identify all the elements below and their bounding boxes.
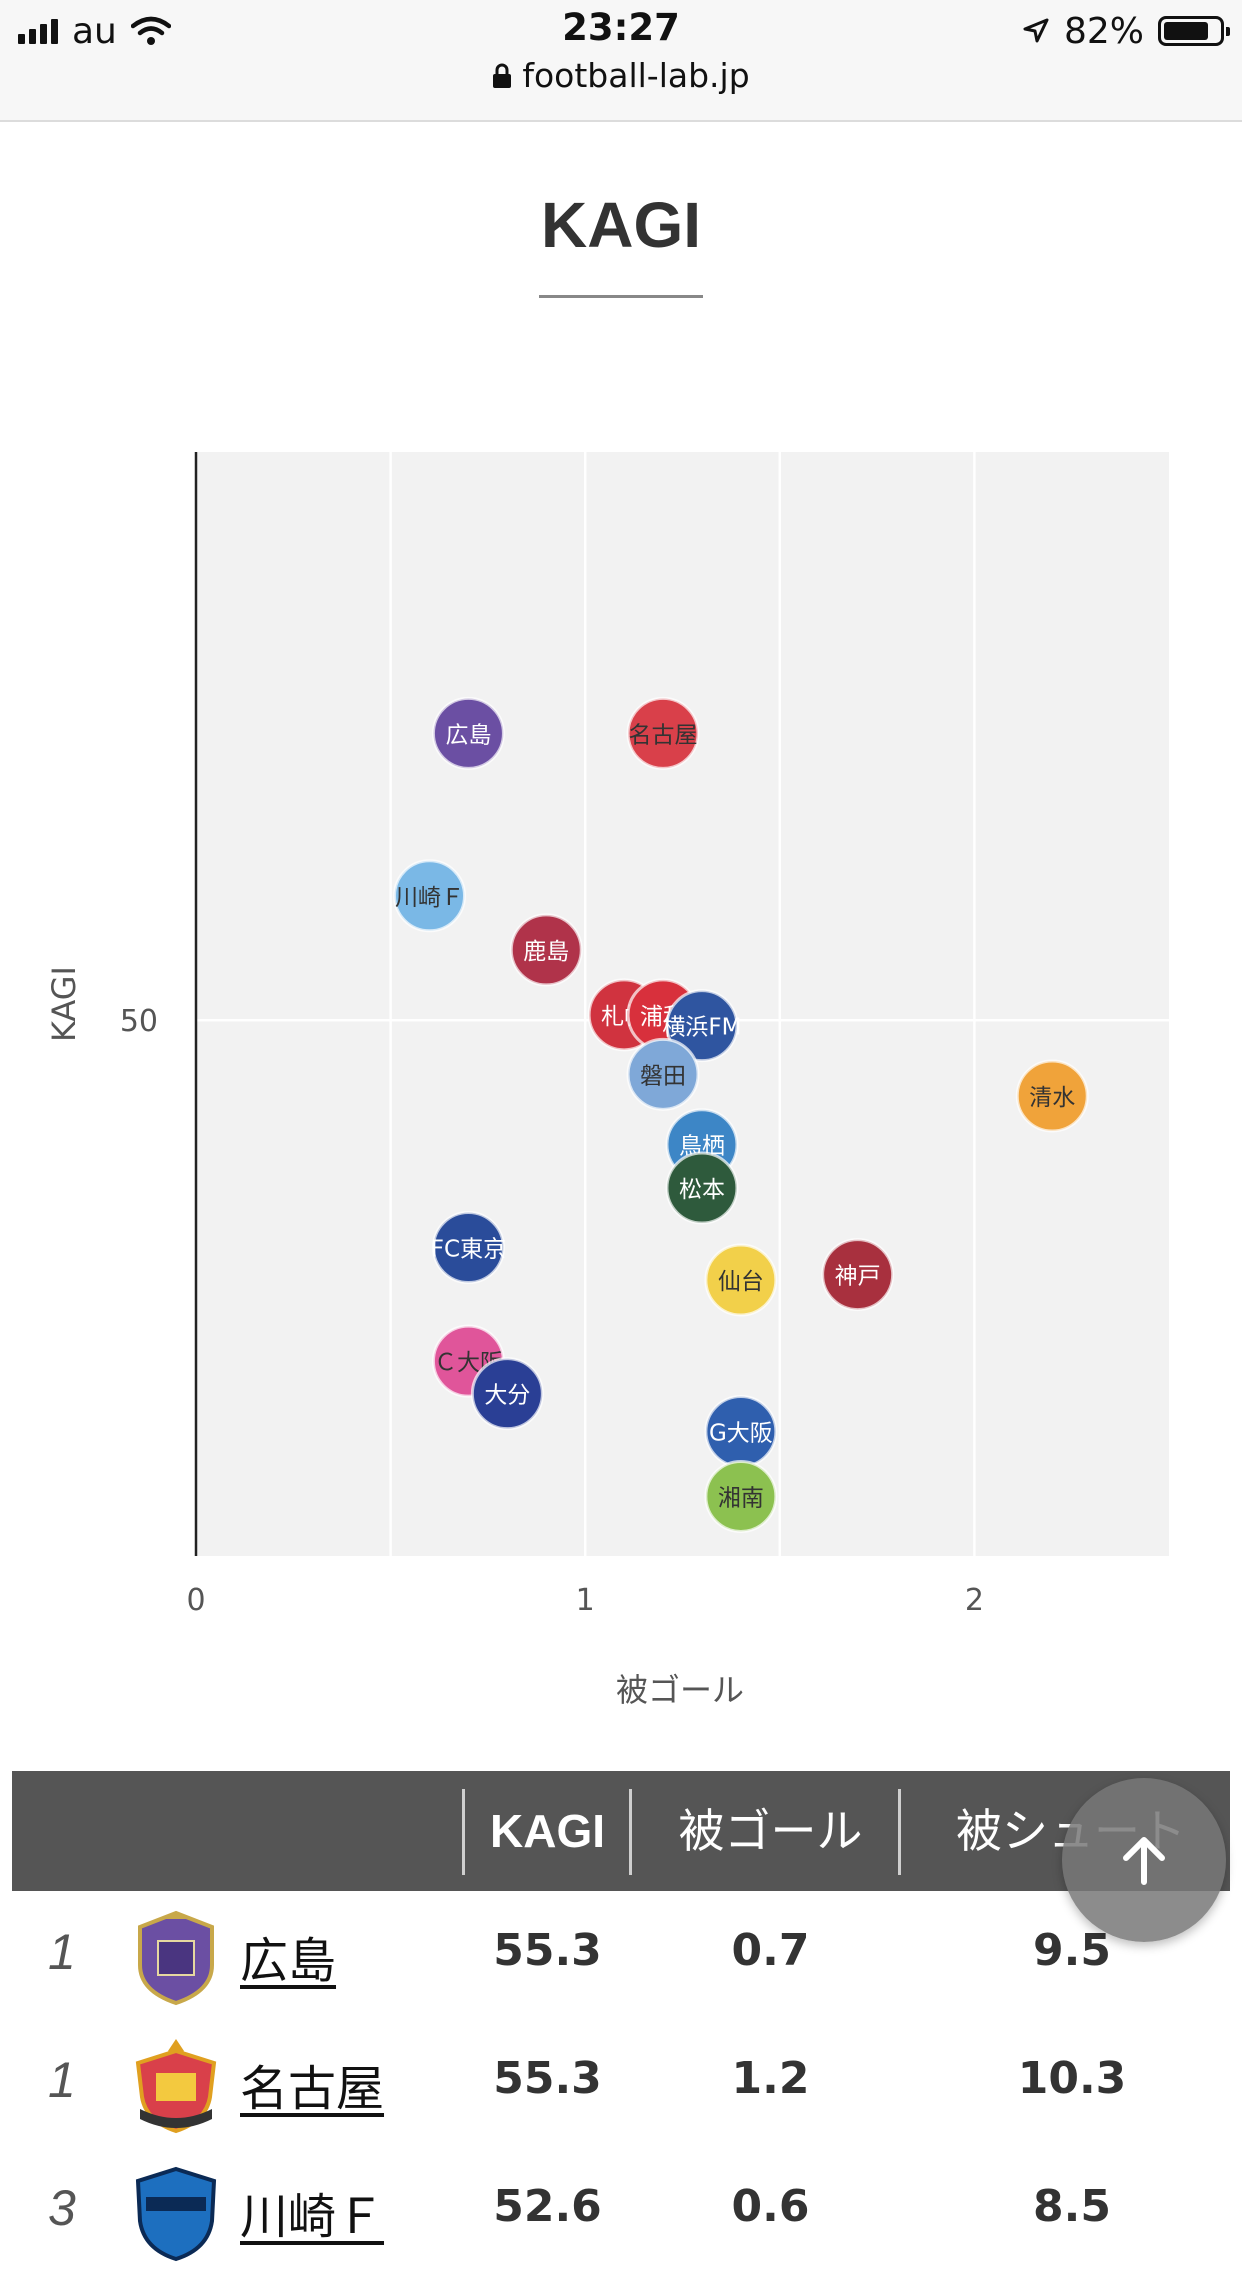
table-row: 1 名古屋 55.3 1.2 10.3	[12, 2021, 1230, 2149]
shots-against-value: 8.5	[1033, 2181, 1111, 2232]
data-point[interactable]: 大分	[470, 1357, 544, 1431]
table-row: 1 広島 55.3 0.7 9.5	[12, 1893, 1230, 2021]
data-point-label: 清水	[1029, 1085, 1075, 1111]
column-header-kagi[interactable]: KAGI	[490, 1805, 605, 1857]
x-tick-label: 0	[186, 1583, 205, 1618]
data-point-marker	[509, 913, 583, 987]
data-point-label: 川崎Ｆ	[395, 885, 464, 911]
page-title: KAGI	[541, 189, 701, 261]
data-point[interactable]: 川崎Ｆ	[393, 859, 467, 933]
data-point-label: FC東京	[431, 1237, 506, 1263]
carrier-label: au	[72, 10, 117, 52]
column-header-goals-against[interactable]: 被ゴール	[678, 1804, 863, 1858]
status-right: 82%	[1022, 8, 1230, 54]
data-point-marker	[470, 1357, 544, 1431]
arrow-up-icon	[1123, 1837, 1165, 1885]
grid-lines	[196, 452, 1169, 1556]
battery-fill	[1164, 22, 1209, 40]
data-point-marker	[704, 1459, 778, 1533]
data-point-label: 磐田	[640, 1063, 686, 1089]
data-point-marker	[821, 1238, 895, 1312]
data-point[interactable]: 湘南	[704, 1459, 778, 1533]
signal-icon	[18, 18, 58, 44]
header-separator	[462, 1789, 465, 1875]
scatter-points: 広島 名古屋川崎Ｆ鹿島札幌浦和横浜FM磐田清水鳥栖松本FC東京神戸仙台Ｃ大阪大分G…	[393, 696, 1089, 1533]
lock-icon	[493, 63, 512, 88]
axis-ticks: 0 1 2 50	[120, 1004, 984, 1618]
team-link[interactable]: 広島	[240, 1933, 337, 1989]
location-arrow-icon	[1023, 18, 1049, 43]
data-point[interactable]: 磐田	[626, 1037, 700, 1111]
table-row: 3 川崎Ｆ 52.6 0.6 8.5	[12, 2149, 1230, 2277]
data-point-label: 大分	[484, 1383, 530, 1409]
data-point[interactable]: 清水	[1015, 1059, 1089, 1133]
data-point-label: G大阪	[709, 1421, 773, 1447]
address-bar[interactable]: football-lab.jp	[0, 56, 1242, 95]
data-point-label: 横浜FM	[662, 1015, 741, 1041]
x-axis-label: 被ゴール	[616, 1671, 744, 1709]
kagi-value: 52.6	[493, 2181, 602, 2232]
data-point[interactable]: 鹿島	[509, 913, 583, 987]
data-point-marker	[1015, 1059, 1089, 1133]
data-point-marker	[665, 989, 739, 1063]
rank: 3	[48, 2180, 76, 2236]
header-separator	[898, 1789, 901, 1875]
data-point-marker	[704, 1243, 778, 1317]
data-point-label: 鹿島	[523, 939, 569, 965]
battery-icon	[1158, 16, 1230, 46]
team-link[interactable]: 名古屋	[240, 2061, 385, 2117]
table-header: KAGI 被ゴール 被シュート	[12, 1771, 1230, 1891]
club-emblem-icon	[135, 2166, 217, 2262]
data-point[interactable]: 横浜FM	[662, 989, 741, 1063]
data-point[interactable]: G大阪	[704, 1395, 778, 1469]
data-point-label: 神戸	[835, 1264, 881, 1290]
goals-against-value: 1.2	[731, 2053, 810, 2104]
x-tick-label: 2	[965, 1583, 984, 1618]
data-point-label: 仙台	[718, 1269, 764, 1295]
data-point-marker	[626, 696, 700, 770]
data-point[interactable]: 神戸	[821, 1238, 895, 1312]
data-point[interactable]: 広島	[431, 696, 505, 770]
y-tick-label: 50	[120, 1004, 158, 1039]
battery-percent: 82%	[1063, 10, 1144, 52]
data-point-marker	[665, 1151, 739, 1225]
rank: 1	[48, 1924, 76, 1980]
data-point[interactable]: FC東京	[431, 1211, 506, 1285]
title-underline	[539, 295, 703, 298]
y-axis-label: KAGI	[45, 966, 83, 1042]
kagi-value: 55.3	[493, 1925, 602, 1976]
kagi-value: 55.3	[493, 2053, 602, 2104]
data-point-marker	[431, 696, 505, 770]
kagi-scatter-chart: 0 1 250 被ゴール KAGI 広島 名古屋川崎Ｆ鹿島札幌浦和横浜FM磐田清水鳥栖…	[45, 452, 1169, 1709]
data-point-label: 名古屋	[629, 722, 698, 748]
shots-against-value: 10.3	[1017, 2053, 1127, 2104]
data-point[interactable]: 名古屋	[626, 696, 700, 770]
data-point[interactable]: 松本	[665, 1151, 739, 1225]
data-point-label: 広島	[445, 722, 491, 748]
team-link[interactable]: 川崎Ｆ	[240, 2189, 385, 2245]
status-bar: au 23:27 82% football-lab.jp	[0, 0, 1242, 122]
wifi-icon	[130, 16, 171, 45]
goals-against-value: 0.7	[731, 1925, 810, 1976]
scroll-top-button[interactable]	[1062, 1778, 1226, 1942]
data-point-label: 松本	[679, 1177, 725, 1203]
data-point-marker	[431, 1211, 505, 1285]
clock: 23:27	[562, 6, 680, 49]
rank: 1	[48, 2052, 76, 2108]
status-left: au	[18, 8, 171, 54]
x-tick-label: 1	[576, 1583, 595, 1618]
data-point-marker	[393, 859, 467, 933]
goals-against-value: 0.6	[731, 2181, 810, 2232]
club-emblem-icon	[135, 2039, 217, 2134]
url-text: football-lab.jp	[522, 56, 750, 95]
data-point[interactable]: 仙台	[704, 1243, 778, 1317]
data-point-label: 湘南	[718, 1485, 764, 1511]
data-point-marker	[626, 1037, 700, 1111]
club-emblem-icon	[138, 1910, 214, 2006]
shots-against-value: 9.5	[1033, 1925, 1111, 1976]
header-separator	[629, 1789, 632, 1875]
